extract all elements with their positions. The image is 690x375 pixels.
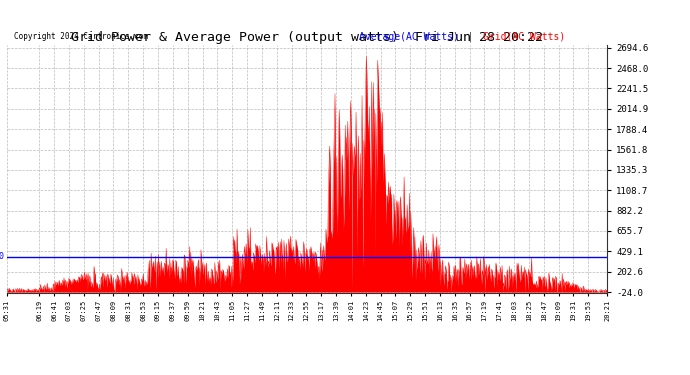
Title: Grid Power & Average Power (output watts)  Fri Jun 28 20:22: Grid Power & Average Power (output watts… [71, 31, 543, 44]
Text: Average(AC Watts): Average(AC Watts) [359, 32, 459, 42]
Text: |: | [469, 32, 473, 42]
Text: Copyright 2024 Cartronics.com: Copyright 2024 Cartronics.com [14, 32, 148, 41]
Text: Grid(AC Watts): Grid(AC Watts) [483, 32, 565, 42]
Text: 367.220: 367.220 [0, 252, 4, 261]
